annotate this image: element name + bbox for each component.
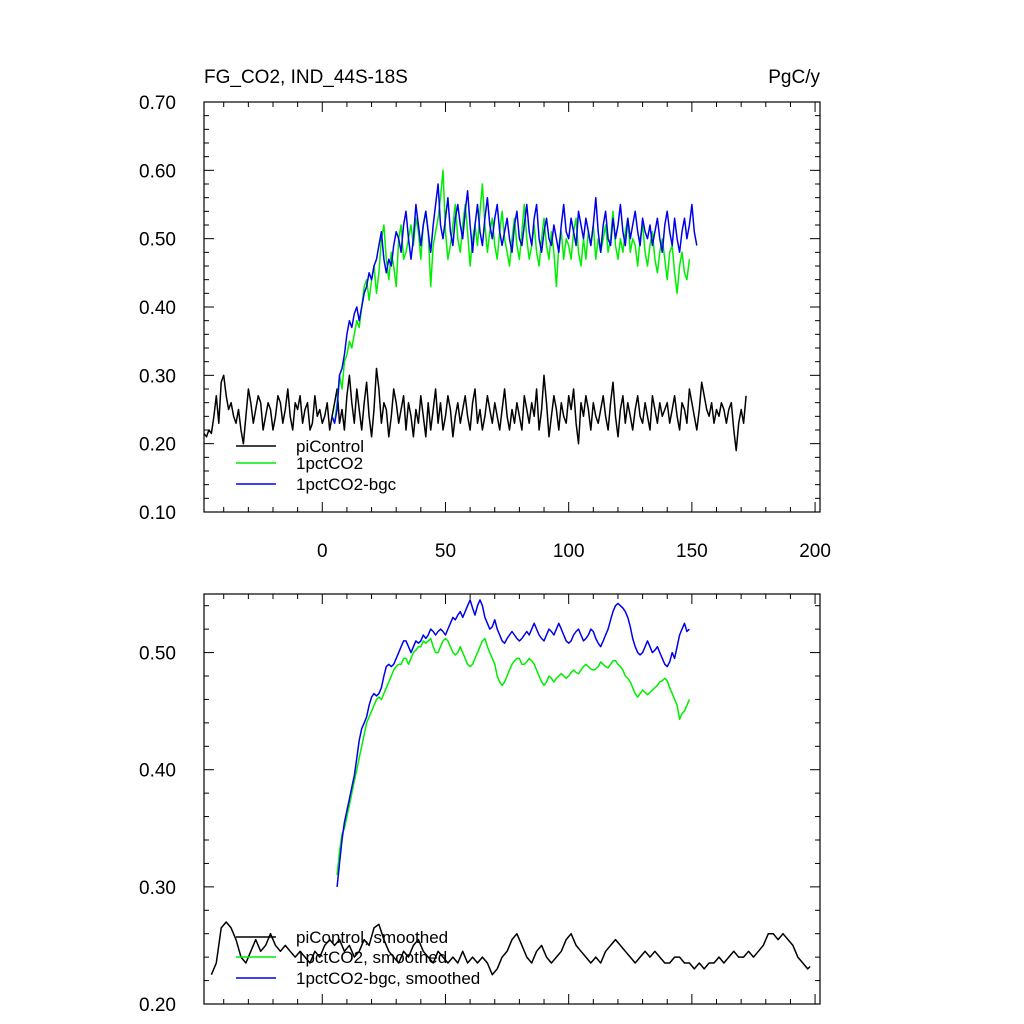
y-tick-label: 0.40 — [139, 298, 176, 319]
legend-label: 1pctCO2-bgc, smoothed — [296, 969, 480, 988]
series-line-1pctco2-bgc — [331, 183, 698, 424]
plot-frame — [203, 593, 821, 1005]
y-tick-label: 0.40 — [139, 761, 176, 782]
panel-top-series — [203, 169, 747, 452]
y-tick-label: 0.60 — [139, 161, 176, 182]
y-tick-labels: 0.20 0.30 0.40 0.50 — [139, 644, 176, 1016]
x-tick-label: 200 — [799, 541, 831, 562]
units-label: PgC/y — [768, 67, 820, 88]
y-tick-label: 0.30 — [139, 878, 176, 899]
y-tick-label: 0.20 — [139, 435, 176, 456]
legend-label: piControl — [296, 437, 364, 456]
y-tick-label: 0.50 — [139, 644, 176, 665]
y-tick-labels: 0.10 0.20 0.30 0.40 0.50 0.60 0.70 — [139, 93, 176, 524]
y-tick-label: 0.70 — [139, 93, 176, 114]
panel-bottom-series — [210, 599, 811, 976]
legend-label: 1pctCO2 — [296, 454, 363, 473]
x-tick-label: 150 — [676, 541, 708, 562]
x-tick-label: 100 — [553, 541, 585, 562]
series-line-1pctco2 — [333, 169, 691, 424]
legend-label: 1pctCO2, smoothed — [296, 948, 447, 967]
panel-bottom-ticks — [204, 594, 820, 1005]
x-tick-label: 0 — [317, 541, 328, 562]
panel-top: FG_CO2, IND_44S-18S PgC/y 0 50 100 150 200 0… — [139, 67, 831, 562]
y-tick-label: 0.50 — [139, 230, 176, 251]
series-line-1pctco2-smoothed — [336, 637, 691, 876]
plot-frame — [203, 101, 821, 513]
series-line-picontrol — [203, 367, 747, 452]
panel-top-ticks — [204, 101, 820, 513]
x-tick-labels: 0 50 100 150 200 — [317, 541, 831, 562]
y-tick-label: 0.10 — [139, 503, 176, 524]
series-line-picontrol-smoothed — [210, 921, 811, 976]
legend-label: 1pctCO2-bgc — [296, 475, 397, 494]
y-tick-label: 0.30 — [139, 366, 176, 387]
panel-bottom: 0.200.300.400.50 piControl, smoothed1pct… — [139, 593, 821, 1016]
series-line-1pctco2-bgc-smoothed — [336, 599, 690, 887]
chart-title: FG_CO2, IND_44S-18S — [204, 67, 408, 88]
x-tick-label: 50 — [435, 541, 456, 562]
legend-label: piControl, smoothed — [296, 928, 448, 947]
y-tick-label: 0.20 — [139, 995, 176, 1016]
